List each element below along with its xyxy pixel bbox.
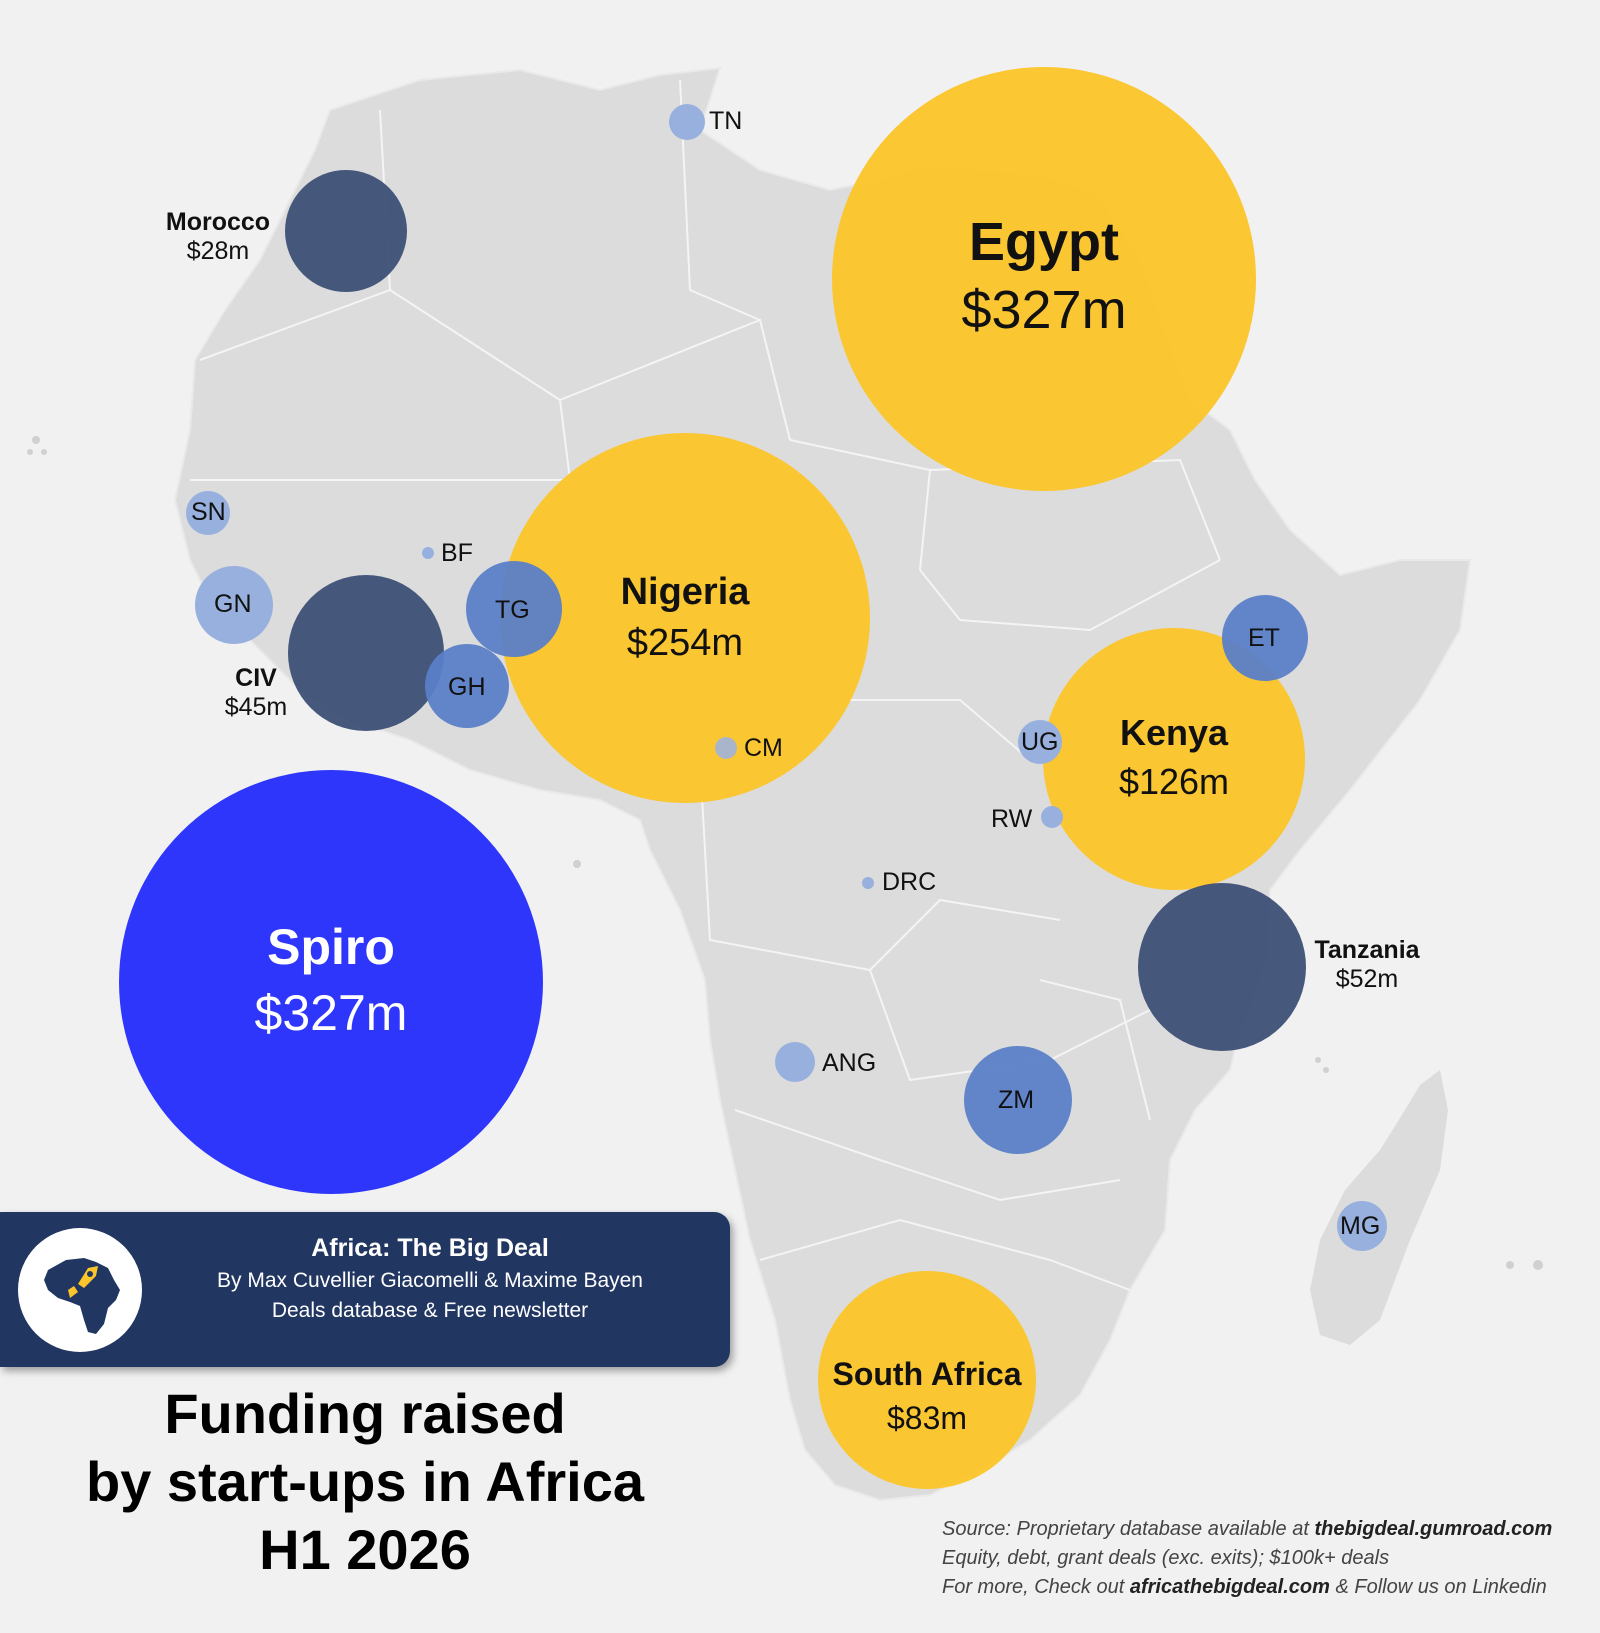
civ-amount: $45m — [224, 693, 288, 721]
nigeria-label: Nigeria $254m — [535, 568, 835, 670]
mg-code: MG — [1340, 1212, 1381, 1240]
zm-code: ZM — [998, 1086, 1035, 1114]
banner-authors: By Max Cuvellier Giacomelli & Maxime Bay… — [217, 1269, 643, 1292]
source-line-3: For more, Check out africathebigdeal.com… — [942, 1576, 1547, 1598]
banner-tagline: Deals database & Free newsletter — [271, 1299, 589, 1322]
brand-banner[interactable]: Africa: The Big Deal By Max Cuvellier Gi… — [0, 1212, 730, 1367]
tanzania-bubble — [1138, 883, 1306, 1051]
bf-code: BF — [441, 539, 473, 567]
south-africa-amount: $83m — [886, 1400, 968, 1436]
gumroad-link[interactable]: thebigdeal.gumroad.com — [1314, 1518, 1553, 1540]
zm-bubble — [964, 1046, 1072, 1154]
tg-code: TG — [495, 596, 530, 624]
south-africa-label: South Africa $83m — [807, 1354, 1047, 1442]
drc-bubble — [862, 877, 874, 889]
ug-bubble — [1018, 720, 1062, 764]
egypt-amount: $327m — [961, 280, 1127, 340]
africa-rocket-icon — [44, 1258, 120, 1334]
gn-bubble — [195, 566, 273, 644]
tn-code: TN — [709, 107, 743, 135]
nigeria-bubble — [500, 433, 870, 803]
nigeria-name: Nigeria — [620, 571, 750, 613]
civ-label: CIV $45m — [206, 664, 306, 722]
sn-bubble — [186, 491, 230, 535]
tanzania-name: Tanzania — [1314, 936, 1420, 964]
source-line-1: Source: Proprietary database available a… — [942, 1518, 1553, 1540]
source-note: Source: Proprietary database available a… — [942, 1515, 1592, 1602]
egypt-name: Egypt — [968, 212, 1119, 272]
madagascar-landmass — [1310, 1070, 1448, 1345]
sn-code: SN — [191, 498, 226, 526]
banner-name: Africa: The Big Deal — [311, 1234, 549, 1262]
title-line-1: Funding raised — [164, 1382, 566, 1445]
bf-bubble — [422, 547, 434, 559]
banner-text: Africa: The Big Deal By Max Cuvellier Gi… — [170, 1234, 690, 1323]
rw-code: RW — [991, 805, 1033, 833]
morocco-amount: $28m — [186, 237, 250, 265]
gh-code: GH — [448, 673, 486, 701]
spiro-name: Spiro — [267, 919, 395, 975]
tanzania-label: Tanzania $52m — [1302, 936, 1432, 994]
egypt-label: Egypt $327m — [844, 210, 1244, 346]
spiro-amount: $327m — [254, 985, 408, 1041]
title-line-2: by start-ups in Africa — [85, 1450, 645, 1513]
et-bubble — [1222, 595, 1308, 681]
africa-rocket-logo — [18, 1228, 142, 1352]
south-africa-name: South Africa — [832, 1356, 1022, 1392]
kenya-amount: $126m — [1118, 761, 1230, 802]
ang-code: ANG — [822, 1049, 877, 1077]
et-code: ET — [1248, 624, 1280, 652]
south-africa-bubble — [818, 1271, 1036, 1489]
morocco-bubble — [285, 170, 407, 292]
mg-bubble — [1337, 1201, 1387, 1251]
kenya-name: Kenya — [1119, 712, 1229, 753]
ang-bubble — [775, 1042, 815, 1082]
tn-bubble — [669, 104, 705, 140]
cm-code: CM — [744, 734, 783, 762]
tg-bubble — [466, 561, 562, 657]
cm-bubble — [715, 737, 737, 759]
tanzania-amount: $52m — [1335, 965, 1399, 993]
civ-name: CIV — [235, 664, 277, 692]
drc-code: DRC — [882, 868, 937, 896]
rw-bubble — [1041, 806, 1063, 828]
civ-bubble — [288, 575, 444, 731]
kenya-bubble — [1043, 628, 1305, 890]
gn-code: GN — [214, 590, 252, 618]
ug-code: UG — [1021, 728, 1059, 756]
egypt-bubble — [832, 67, 1256, 491]
morocco-name: Morocco — [165, 208, 271, 236]
website-link[interactable]: africathebigdeal.com — [1129, 1576, 1330, 1598]
spiro-bubble — [119, 770, 543, 1194]
source-line-2: Equity, debt, grant deals (exc. exits); … — [942, 1547, 1390, 1569]
title-line-3: H1 2026 — [259, 1518, 471, 1581]
kenya-label: Kenya $126m — [1074, 710, 1274, 808]
islands — [27, 436, 1543, 1270]
morocco-label: Morocco $28m — [148, 208, 288, 266]
nigeria-amount: $254m — [626, 622, 744, 664]
page-title: Funding raised by start-ups in Africa H1… — [40, 1380, 690, 1584]
spiro-label: Spiro $327m — [181, 917, 481, 1049]
gh-bubble — [425, 644, 509, 728]
